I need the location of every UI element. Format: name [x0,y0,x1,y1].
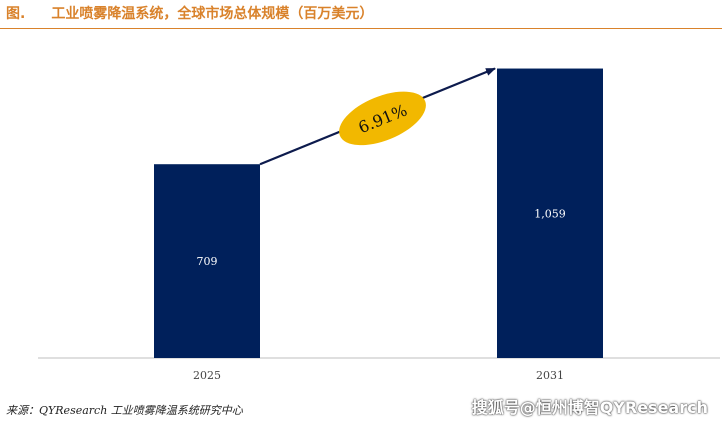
bar-2025 [154,164,260,358]
x-tick-label: 2031 [536,369,564,382]
figure-label: 图. [6,6,26,22]
bars-group: 709 2025 1,059 2031 [154,68,603,382]
x-tick-label: 2025 [193,369,221,382]
title-text: 工业喷雾降温系统，全球市场总体规模（百万美元） [51,6,374,22]
title-divider [0,28,722,29]
growth-rate-badge [339,91,426,146]
bar-value-label: 1,059 [534,207,566,220]
source-note: 来源：QYResearch 工业喷雾降温系统研究中心 [6,404,243,417]
chart-title: 图. 工业喷雾降温系统，全球市场总体规模（百万美元） [6,3,373,23]
watermark: 搜狐号@恒州博智QYResearch [471,398,708,417]
bar-2031 [497,68,603,358]
bar-value-label: 709 [197,255,218,268]
